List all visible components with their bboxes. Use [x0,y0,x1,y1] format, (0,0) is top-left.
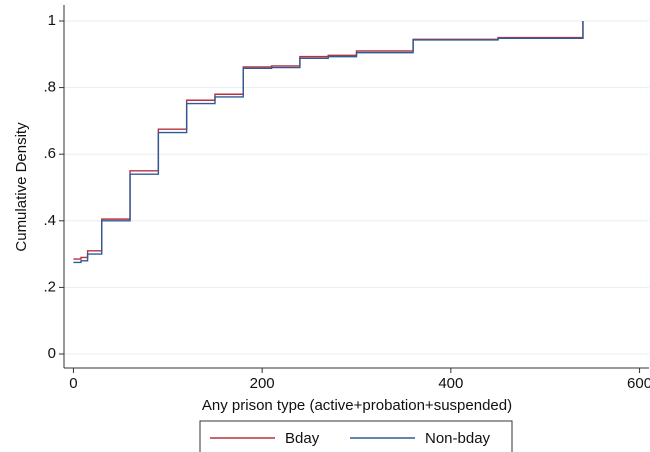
y-tick-label: .2 [43,278,56,295]
x-tick-label: 0 [69,375,77,392]
x-tick-label: 600 [627,375,650,392]
legend-label: Bday [285,430,320,447]
x-axis-label: Any prison type (active+probation+suspen… [202,397,512,414]
y-axis-label: Cumulative Density [13,122,30,252]
y-tick-label: .4 [43,212,56,229]
legend-box [199,420,513,452]
y-tick-label: .8 [43,79,56,96]
y-tick-label: 1 [48,12,56,29]
y-tick-label: 0 [48,345,56,362]
x-tick-label: 200 [250,375,275,392]
y-tick-label: .6 [43,145,56,162]
x-tick-label: 400 [438,375,463,392]
series-line [73,20,584,264]
legend-label: Non-bday [425,430,491,447]
